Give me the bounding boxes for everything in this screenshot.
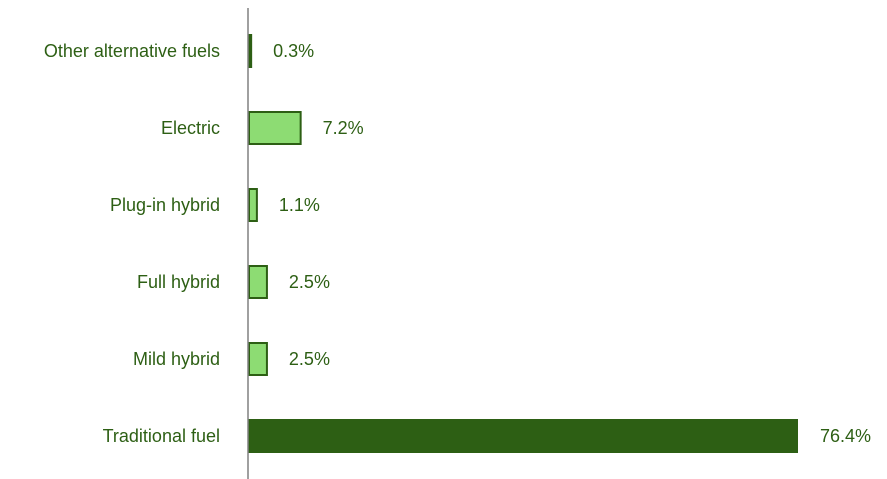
bar-plug-in-hybrid <box>248 188 258 222</box>
category-label-plug-in-hybrid: Plug-in hybrid <box>110 195 220 215</box>
bar-other-alternative-fuels <box>248 34 253 68</box>
value-label-mild-hybrid: 2.5% <box>289 349 330 369</box>
bar-electric <box>248 111 302 145</box>
value-label-full-hybrid: 2.5% <box>289 272 330 292</box>
category-label-other-alternative-fuels: Other alternative fuels <box>44 41 220 61</box>
value-label-traditional-fuel: 76.4% <box>820 426 871 446</box>
value-labels: 0.3% 7.2% 1.1% 2.5% 2.5% 76.4% <box>273 41 871 446</box>
value-label-electric: 7.2% <box>323 118 364 138</box>
value-label-other-alternative-fuels: 0.3% <box>273 41 314 61</box>
category-label-electric: Electric <box>161 118 220 138</box>
category-label-full-hybrid: Full hybrid <box>137 272 220 292</box>
value-label-plug-in-hybrid: 1.1% <box>279 195 320 215</box>
category-label-traditional-fuel: Traditional fuel <box>103 426 220 446</box>
bar-full-hybrid <box>248 265 268 299</box>
bar-traditional-fuel <box>248 419 798 453</box>
bar-mild-hybrid <box>248 342 268 376</box>
category-label-mild-hybrid: Mild hybrid <box>133 349 220 369</box>
category-labels: Other alternative fuels Electric Plug-in h… <box>44 41 220 446</box>
bars-group <box>248 34 798 453</box>
